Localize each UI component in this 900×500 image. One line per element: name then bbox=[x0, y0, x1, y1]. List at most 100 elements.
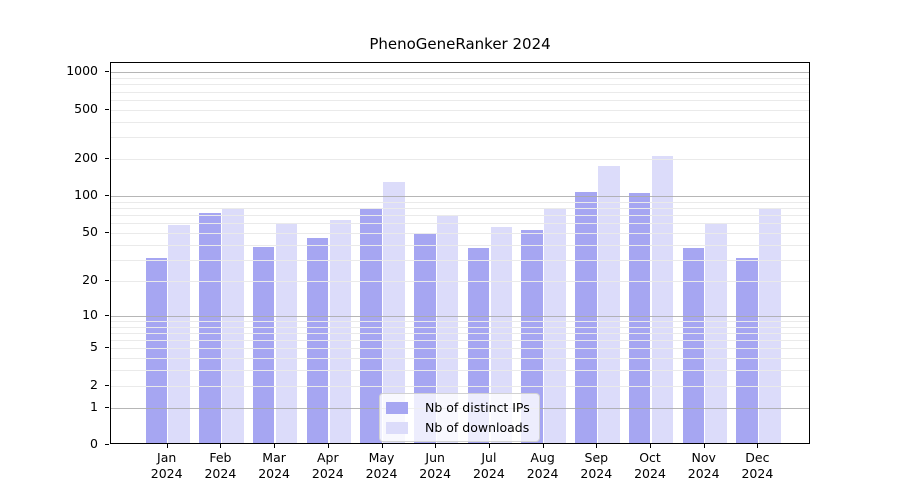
y-tick-mark bbox=[105, 347, 109, 349]
bar-nb-of-distinct-ips-nov bbox=[682, 248, 704, 443]
bar-nb-of-distinct-ips-aug bbox=[521, 229, 543, 443]
y-tick-label: 1000 bbox=[66, 63, 98, 79]
bar-nb-of-distinct-ips-oct bbox=[628, 193, 651, 443]
minor-gridline bbox=[111, 340, 809, 341]
y-tick-label: 5 bbox=[90, 339, 98, 355]
minor-gridline bbox=[111, 370, 809, 372]
y-tick-label: 2 bbox=[90, 376, 98, 392]
legend: Nb of distinct IPs Nb of downloads bbox=[379, 393, 540, 442]
minor-gridline bbox=[111, 358, 809, 360]
x-tick-label-oct: Oct 2024 bbox=[618, 450, 682, 481]
minor-gridline bbox=[111, 223, 809, 225]
x-tick-label-mar: Mar 2024 bbox=[242, 450, 306, 481]
x-tick-month: Aug bbox=[530, 450, 555, 465]
x-tick-month: Dec bbox=[745, 450, 770, 465]
x-tick-mark bbox=[703, 444, 705, 448]
x-tick-month: Feb bbox=[209, 450, 232, 465]
y-tick-label: 10 bbox=[82, 306, 98, 322]
bar-nb-of-downloads-aug bbox=[544, 209, 566, 443]
minor-gridline bbox=[111, 232, 809, 234]
x-tick-mark bbox=[274, 444, 276, 448]
bar-nb-of-distinct-ips-may bbox=[360, 209, 382, 443]
x-tick-year: 2024 bbox=[687, 465, 720, 481]
x-tick-month: Jul bbox=[481, 450, 497, 465]
minor-gridline bbox=[111, 244, 809, 246]
minor-gridline bbox=[111, 332, 809, 334]
x-tick-year: 2024 bbox=[580, 465, 613, 481]
bar-nb-of-downloads-jan bbox=[168, 224, 190, 443]
x-tick-year: 2024 bbox=[472, 465, 505, 481]
bar-nb-of-downloads-apr bbox=[329, 219, 351, 443]
x-tick-label-feb: Feb 2024 bbox=[188, 450, 252, 481]
y-tick-label: 20 bbox=[82, 271, 98, 287]
bar-nb-of-downloads-oct bbox=[651, 155, 674, 443]
minor-gridline bbox=[111, 84, 809, 86]
minor-gridline bbox=[111, 320, 809, 322]
minor-gridline bbox=[111, 91, 809, 93]
bar-nb-of-distinct-ips-mar bbox=[252, 246, 275, 443]
minor-gridline bbox=[111, 280, 809, 282]
legend-label-downloads: Nb of downloads bbox=[425, 420, 530, 435]
x-tick-month: May bbox=[368, 450, 395, 465]
minor-gridline bbox=[111, 137, 809, 139]
y-tick-label: 50 bbox=[82, 223, 98, 239]
x-tick-mark bbox=[650, 444, 651, 448]
x-tick-mark bbox=[435, 444, 437, 448]
x-tick-label-jul: Jul 2024 bbox=[457, 450, 521, 481]
x-tick-month: Sep bbox=[584, 450, 609, 465]
legend-item-distinct-ips: Nb of distinct IPs bbox=[386, 400, 530, 415]
x-tick-label-sep: Sep 2024 bbox=[564, 450, 628, 481]
y-tick-label: 0 bbox=[90, 436, 98, 451]
x-tick-label-apr: Apr 2024 bbox=[296, 450, 360, 481]
y-tick-mark bbox=[105, 384, 109, 386]
y-tick-mark bbox=[105, 406, 109, 408]
x-tick-mark bbox=[220, 444, 222, 448]
y-tick-label: 1 bbox=[90, 398, 98, 414]
bar-nb-of-downloads-may bbox=[383, 182, 405, 443]
x-tick-month: Apr bbox=[316, 450, 339, 465]
legend-swatch-distinct-ips bbox=[386, 401, 408, 414]
chart-title: PhenoGeneRanker 2024 bbox=[369, 35, 551, 53]
x-tick-label-may: May 2024 bbox=[350, 450, 414, 481]
x-tick-year: 2024 bbox=[634, 465, 666, 481]
bar-nb-of-distinct-ips-jan bbox=[145, 257, 167, 443]
x-tick-label-dec: Dec 2024 bbox=[725, 450, 789, 481]
bar-nb-of-distinct-ips-sep bbox=[575, 191, 597, 443]
x-tick-label-nov: Nov 2024 bbox=[672, 450, 736, 481]
y-tick-mark bbox=[105, 71, 109, 73]
bar-nb-of-distinct-ips-feb bbox=[199, 213, 221, 443]
minor-gridline bbox=[111, 208, 809, 209]
x-tick-year: 2024 bbox=[258, 465, 290, 481]
x-tick-mark bbox=[542, 444, 544, 448]
minor-gridline bbox=[111, 121, 809, 123]
y-tick-mark bbox=[105, 314, 109, 316]
x-tick-mark bbox=[488, 444, 490, 448]
y-tick-mark bbox=[105, 108, 109, 110]
x-tick-label-aug: Aug 2024 bbox=[511, 450, 575, 481]
x-tick-year: 2024 bbox=[150, 465, 183, 481]
minor-gridline bbox=[111, 326, 809, 328]
minor-gridline bbox=[111, 78, 809, 79]
x-tick-month: Jun bbox=[425, 450, 445, 465]
x-tick-month: Mar bbox=[262, 450, 286, 465]
legend-label-distinct-ips: Nb of distinct IPs bbox=[425, 400, 530, 415]
y-tick-mark bbox=[105, 279, 109, 281]
major-gridline bbox=[111, 196, 809, 198]
legend-swatch-downloads bbox=[386, 421, 408, 434]
bar-nb-of-distinct-ips-dec bbox=[736, 257, 758, 443]
x-tick-year: 2024 bbox=[204, 465, 237, 481]
plot-area: Nb of distinct IPs Nb of downloads bbox=[110, 62, 810, 444]
bar-nb-of-downloads-dec bbox=[759, 209, 781, 443]
x-tick-mark bbox=[327, 444, 329, 448]
x-tick-mark bbox=[166, 444, 168, 448]
minor-gridline bbox=[111, 259, 809, 261]
y-tick-mark bbox=[105, 231, 109, 233]
x-tick-month: Nov bbox=[691, 450, 716, 465]
x-tick-month: Jan bbox=[157, 450, 177, 465]
x-tick-label-jun: Jun 2024 bbox=[403, 450, 467, 481]
minor-gridline bbox=[111, 158, 809, 160]
major-gridline bbox=[111, 72, 809, 74]
minor-gridline bbox=[111, 385, 809, 387]
x-tick-year: 2024 bbox=[526, 465, 559, 481]
